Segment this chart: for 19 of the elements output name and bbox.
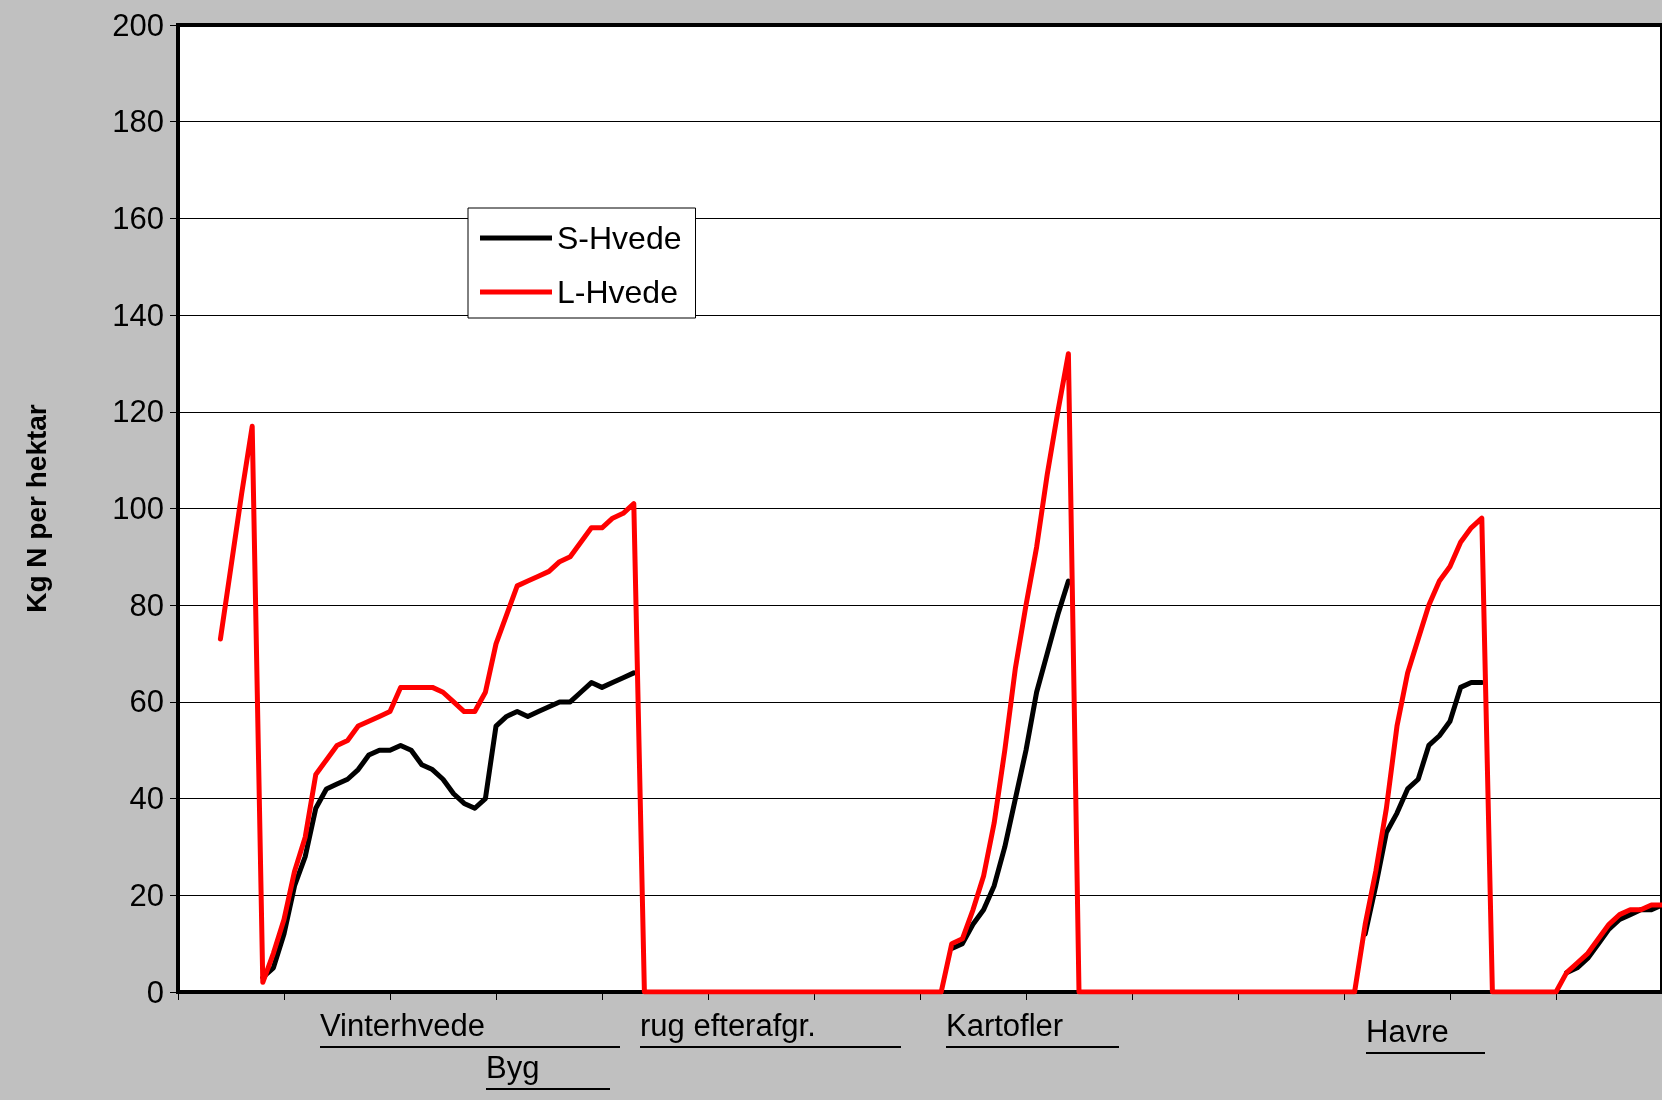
y-tick-label: 140: [112, 297, 164, 333]
y-tick-label: 20: [129, 877, 164, 913]
y-axis-title: Kg N per hektar: [20, 404, 52, 613]
y-tick-label: 40: [129, 781, 164, 817]
y-tick-label: 100: [112, 491, 164, 526]
text: Byg: [486, 1050, 540, 1085]
y-tick-label: 60: [129, 684, 164, 720]
y-tick-label: 160: [112, 200, 164, 236]
y-tick-label: 0: [146, 974, 164, 1010]
y-tick-label: 180: [112, 104, 164, 140]
y-tick-label: 80: [129, 587, 164, 623]
y-tick-label: 120: [112, 394, 164, 430]
text: rug efterafgr.: [640, 1008, 816, 1043]
text: Vinterhvede: [320, 1008, 485, 1043]
text: Havre: [1366, 1014, 1449, 1049]
legend-label: S-Hvede: [557, 220, 682, 256]
legend-label: L-Hvede: [557, 274, 678, 310]
text: Kartofler: [946, 1008, 1064, 1043]
y-tick-label: 200: [112, 7, 164, 43]
